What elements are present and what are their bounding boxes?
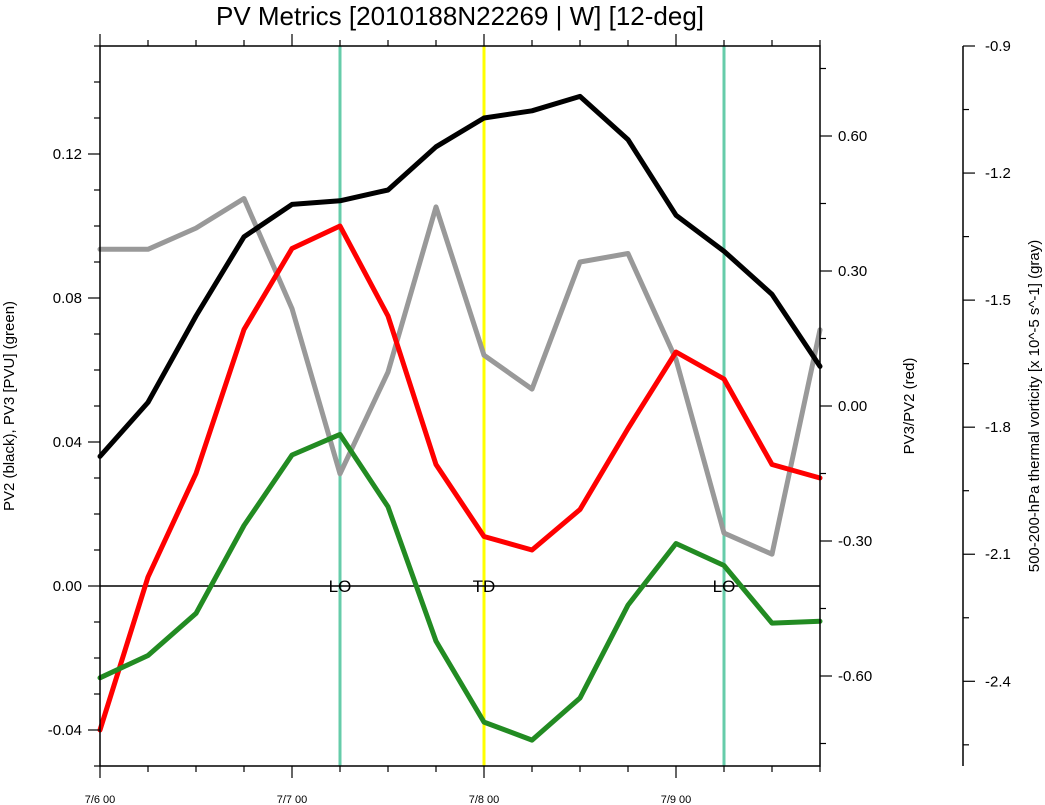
right-tick-label: -1.5	[985, 292, 1011, 309]
left-tick-label: 0.00	[53, 578, 82, 595]
right-tick-label: -0.9	[985, 38, 1011, 55]
right-axis-label: 500-200-hPa thermal vorticity [x 10^-5 s…	[1026, 240, 1043, 573]
mid-tick-label: -0.60	[838, 668, 872, 685]
mid-tick-label: 0.30	[838, 263, 867, 280]
series-group	[97, 93, 823, 743]
left-axis-label: PV2 (black), PV3 [PVU] (green)	[1, 301, 18, 511]
mid-tick-label: 0.60	[838, 128, 867, 145]
series-line-pv2	[97, 93, 823, 459]
right-tick-label: -2.4	[985, 673, 1011, 690]
right-tick-label: -1.8	[985, 419, 1011, 436]
series-line-pv3	[97, 431, 823, 743]
mid-tick-label: -0.30	[838, 533, 872, 550]
mid-tick-label: 0.00	[838, 398, 867, 415]
chart-title: PV Metrics [2010188N22269 | W] [12-deg]	[216, 1, 704, 31]
right-tick-label: -2.1	[985, 546, 1011, 563]
x-tick-label: 7/9 00	[661, 794, 692, 805]
x-axis-ticks: 7/6 00 7/7 00 7/8 00 7/9 00	[85, 34, 821, 805]
x-tick-label: 7/7 00	[277, 794, 308, 805]
right-axis-ticks: -2.4 -2.1 -1.8 -1.5 -1.2 -0.9	[963, 38, 1011, 746]
left-tick-label: 0.12	[53, 146, 82, 163]
series-line-thermal-vorticity	[97, 196, 823, 557]
left-tick-label: 0.08	[53, 290, 82, 307]
vertical-markers: LO TD LO	[329, 46, 735, 766]
series-line-pv3-pv2	[97, 223, 823, 733]
left-axis-ticks: -0.04 0.00 0.04 0.08 0.12	[48, 45, 100, 767]
mid-axis-label: PV3/PV2 (red)	[901, 358, 918, 455]
x-tick-label: 7/8 00	[469, 794, 500, 805]
right-tick-label: -1.2	[985, 165, 1011, 182]
left-tick-label: -0.04	[48, 722, 82, 739]
plot-frame	[99, 45, 821, 767]
x-tick-label: 7/6 00	[85, 794, 116, 805]
left-tick-label: 0.04	[53, 434, 82, 451]
mid-axis-ticks: -0.60 -0.30 0.00 0.30 0.60	[820, 67, 872, 745]
